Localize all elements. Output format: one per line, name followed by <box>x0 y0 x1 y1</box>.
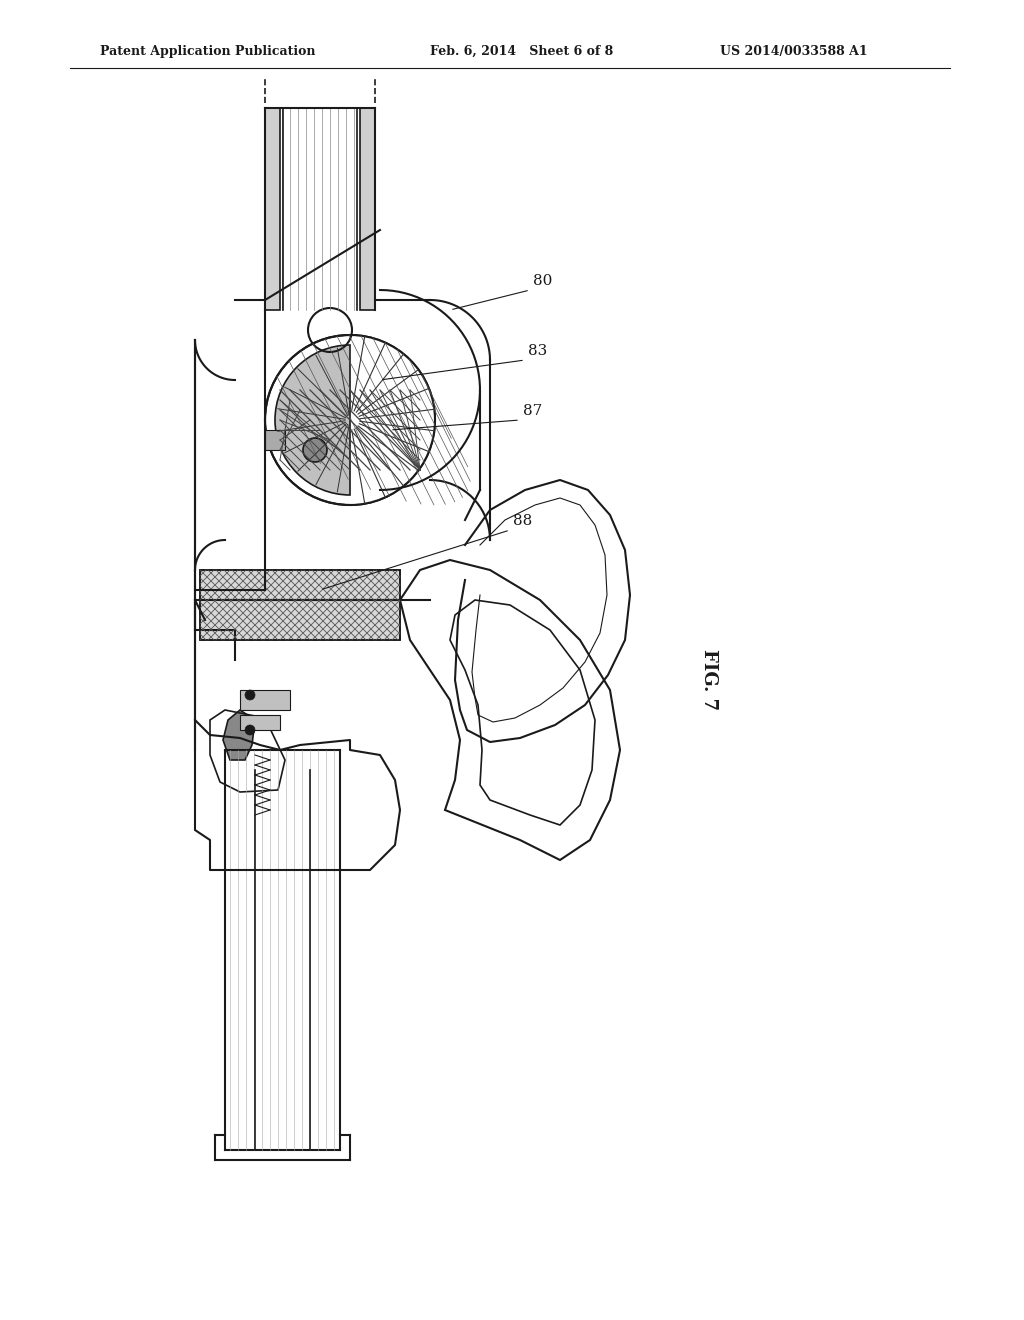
Circle shape <box>245 725 255 735</box>
Bar <box>240 715 280 730</box>
Wedge shape <box>275 345 350 495</box>
Bar <box>240 690 290 710</box>
Circle shape <box>265 335 435 506</box>
Text: 87: 87 <box>523 404 543 418</box>
Text: 83: 83 <box>528 345 547 358</box>
Text: US 2014/0033588 A1: US 2014/0033588 A1 <box>720 45 867 58</box>
Polygon shape <box>223 710 255 760</box>
Circle shape <box>245 690 255 700</box>
Text: 80: 80 <box>534 275 552 288</box>
Polygon shape <box>265 108 280 310</box>
Circle shape <box>303 438 327 462</box>
Bar <box>200 570 400 640</box>
Bar <box>200 570 400 640</box>
Text: FIG. 7: FIG. 7 <box>700 649 718 710</box>
Wedge shape <box>350 335 435 506</box>
Text: Feb. 6, 2014   Sheet 6 of 8: Feb. 6, 2014 Sheet 6 of 8 <box>430 45 613 58</box>
Text: 88: 88 <box>513 513 532 528</box>
Text: Patent Application Publication: Patent Application Publication <box>100 45 315 58</box>
Polygon shape <box>360 108 375 310</box>
Bar <box>265 430 285 450</box>
